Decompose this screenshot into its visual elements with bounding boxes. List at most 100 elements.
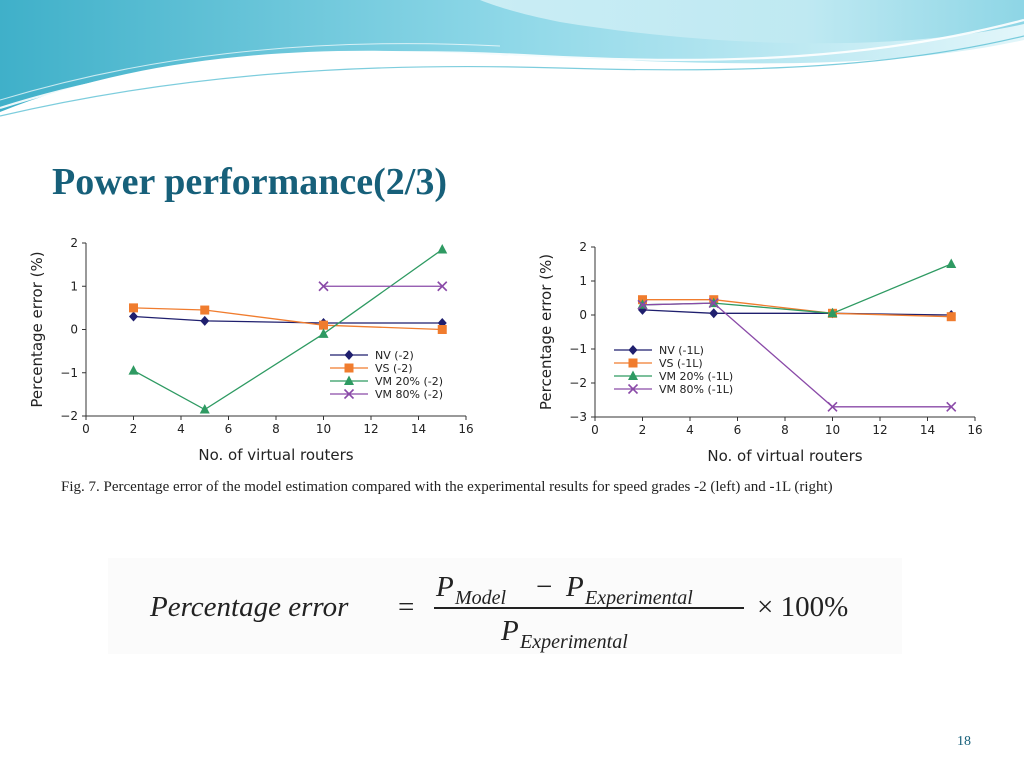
chart-right-legend-label: VM 20% (-1L): [659, 370, 733, 383]
chart-right-legend-marker: [628, 358, 638, 368]
chart-left-series-2: [128, 243, 448, 414]
chart-right-data-point: [946, 312, 956, 322]
chart-right-legend-marker: [628, 345, 638, 355]
chart-left-x-tick-label: 10: [316, 422, 331, 436]
chart-left-legend-marker: [344, 350, 354, 360]
chart-left-legend-label: VS (-2): [375, 362, 413, 375]
chart-right-series-line: [642, 309, 952, 316]
chart-left-x-tick-label: 2: [130, 422, 138, 436]
chart-left-x-axis-label: No. of virtual routers: [198, 446, 353, 464]
formula-numerator-a: P: [435, 571, 454, 603]
chart-right-data-point: [946, 258, 957, 268]
chart-right-data-point: [827, 307, 838, 318]
chart-left-data-point: [199, 404, 210, 414]
chart-right-legend-label: VM 80% (-1L): [659, 383, 733, 396]
chart-right-series-3: [637, 298, 957, 412]
chart-left-data-point: [318, 281, 329, 292]
chart-left-data-point: [318, 328, 329, 338]
chart-left-data-point-stroke-b: [318, 281, 329, 292]
formula-numerator-b: P: [565, 571, 584, 603]
chart-left-data-point: [129, 303, 138, 313]
chart-left-data-point: [200, 315, 210, 326]
formula-numerator-a-sub: Model: [454, 587, 507, 609]
chart-right-x-tick-label: 2: [639, 423, 647, 437]
chart-right-x-tick-label: 4: [686, 423, 694, 437]
chart-left-legend-label: VM 20% (-2): [375, 375, 443, 388]
chart-left-y-axis-label: Percentage error (%): [28, 251, 46, 407]
chart-left-legend-marker: [344, 375, 354, 385]
chart-left-legend-marker-stroke-b: [343, 388, 355, 400]
chart-right-y-tick-label: −2: [569, 376, 587, 390]
chart-right-x-tick-label: 0: [591, 423, 599, 437]
chart-right-series-line: [642, 299, 952, 318]
chart-left-data-point: [129, 311, 138, 322]
formula-minus: −: [536, 571, 552, 603]
chart-left-y-tick-label: 2: [70, 236, 78, 250]
formula-denominator: P: [500, 615, 519, 647]
chart-right-y-tick-label: −3: [569, 410, 587, 424]
chart-right-series-2: [637, 258, 957, 318]
chart-left-data-point: [128, 365, 139, 375]
chart-right-x-axis-label: No. of virtual routers: [707, 447, 862, 465]
formula-equals: =: [398, 591, 414, 623]
figure-caption: Fig. 7. Percentage error of the model es…: [61, 479, 833, 495]
chart-left-data-point: [437, 243, 448, 254]
chart-left-x-tick-label: 0: [82, 422, 90, 436]
chart-right-x-tick-label: 10: [825, 423, 840, 437]
header-wave-decoration: [0, 0, 1024, 117]
chart-right-x-tick-label: 14: [920, 423, 935, 437]
chart-left-x-tick-label: 8: [272, 422, 280, 436]
chart-right-data-point: [638, 304, 647, 315]
chart-right-legend-label: VS (-1L): [659, 357, 703, 370]
chart-left-x-tick-label: 6: [225, 422, 233, 436]
chart-left-data-point: [200, 305, 210, 315]
chart-speed-grade-2: 0 2 4 6 8 10 12 14 16 −2 −1 0 1 2 No. of virtual route…: [20, 224, 506, 476]
chart-left-data-point: [437, 318, 447, 329]
chart-left-y-tick-label: −2: [60, 409, 78, 423]
chart-speed-grade-1l: 0 2 4 6 8 10 12 14 16 −3 −2 −1 0 1 2 No. of virtual rou…: [520, 224, 1006, 476]
chart-left-legend-marker: [344, 363, 354, 373]
chart-left-data-point: [319, 320, 328, 330]
slide-title: Power performance(2/3): [52, 161, 447, 203]
formula-denominator-sub: Experimental: [519, 631, 628, 653]
chart-right-data-point: [709, 308, 719, 319]
chart-left-series-line: [133, 315, 443, 324]
chart-right-x-tick-label: 6: [734, 423, 742, 437]
chart-left-x-tick-label: 14: [411, 422, 426, 436]
chart-left-legend-label: VM 80% (-2): [375, 388, 443, 401]
formula-lhs: Percentage error: [149, 591, 349, 623]
chart-right-y-axis-label: Percentage error (%): [537, 254, 555, 410]
chart-right-x-tick-label: 8: [781, 423, 789, 437]
chart-right-data-point: [827, 401, 838, 412]
chart-right-data-point: [946, 401, 957, 412]
chart-right-data-point: [637, 299, 648, 310]
chart-left-y-tick-label: −1: [60, 366, 78, 380]
chart-right-series-line: [642, 263, 952, 314]
chart-left-series-1: [129, 303, 447, 334]
chart-right-legend-label: NV (-1L): [659, 344, 704, 357]
chart-right-series-1: [638, 295, 956, 322]
chart-left-y-tick-label: 0: [70, 323, 78, 337]
chart-left-x-tick-label: 4: [177, 422, 185, 436]
chart-left-x-tick-label: 12: [363, 422, 378, 436]
chart-right-legend-marker: [627, 383, 639, 395]
chart-right-data-point: [708, 298, 719, 309]
chart-right-y-tick-label: −1: [569, 342, 587, 356]
chart-right-x-tick-label: 12: [872, 423, 887, 437]
chart-right-series-0: [638, 304, 956, 320]
chart-left-series-line: [133, 307, 443, 331]
chart-right-data-point-stroke-b: [637, 299, 648, 310]
page-number: 18: [957, 734, 971, 749]
chart-left-legend: NV (-2)VS (-2)VM 20% (-2)VM 80% (-2): [330, 349, 443, 401]
chart-left-series-line: [133, 248, 443, 411]
chart-right-legend-marker: [628, 370, 638, 380]
chart-left-data-point: [437, 281, 448, 292]
chart-right-series-line: [642, 302, 952, 408]
chart-left-x-tick-label: 16: [458, 422, 473, 436]
chart-left-data-point: [437, 325, 447, 334]
chart-right-legend-marker-stroke-b: [627, 383, 639, 395]
formula-numerator-b-sub: Experimental: [584, 587, 693, 609]
formula-multiplier: × 100%: [757, 591, 848, 623]
chart-right-data-point-stroke-b: [946, 401, 957, 412]
